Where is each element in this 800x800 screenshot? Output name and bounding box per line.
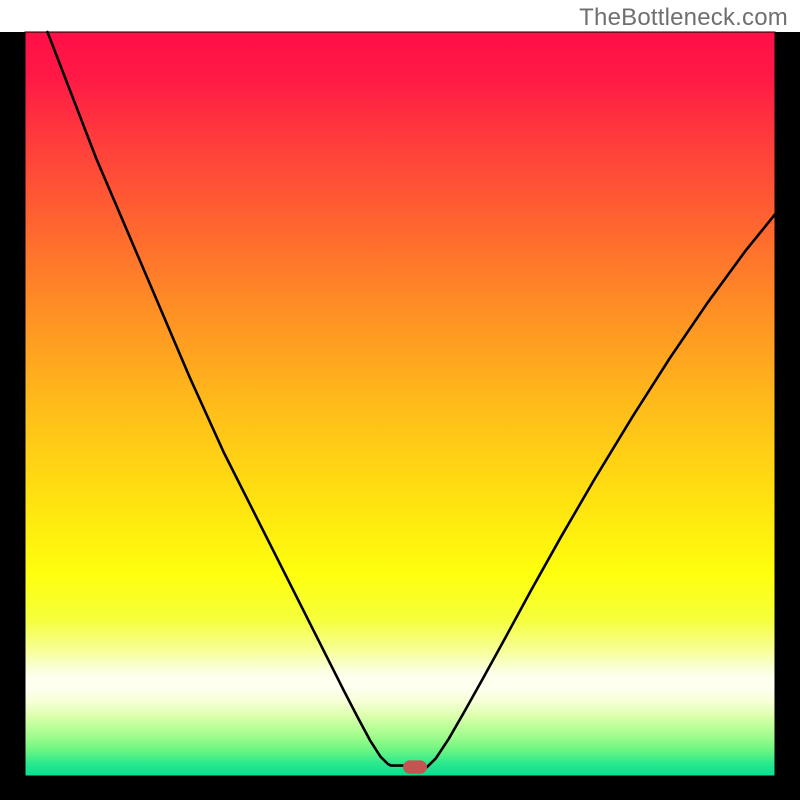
chart-stage: TheBottleneck.com <box>0 0 800 800</box>
optimum-marker <box>403 760 427 773</box>
bottleneck-chart <box>0 0 800 800</box>
watermark-text: TheBottleneck.com <box>579 4 788 32</box>
plot-area <box>25 32 775 776</box>
